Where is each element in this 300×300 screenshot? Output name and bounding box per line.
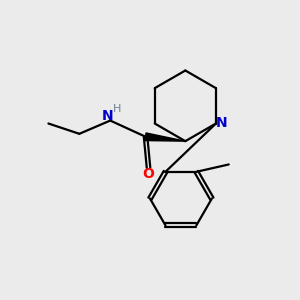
Text: N: N [102, 109, 114, 123]
Text: N: N [215, 116, 227, 130]
Text: H: H [112, 104, 121, 114]
Text: O: O [142, 167, 154, 181]
Polygon shape [145, 133, 185, 141]
